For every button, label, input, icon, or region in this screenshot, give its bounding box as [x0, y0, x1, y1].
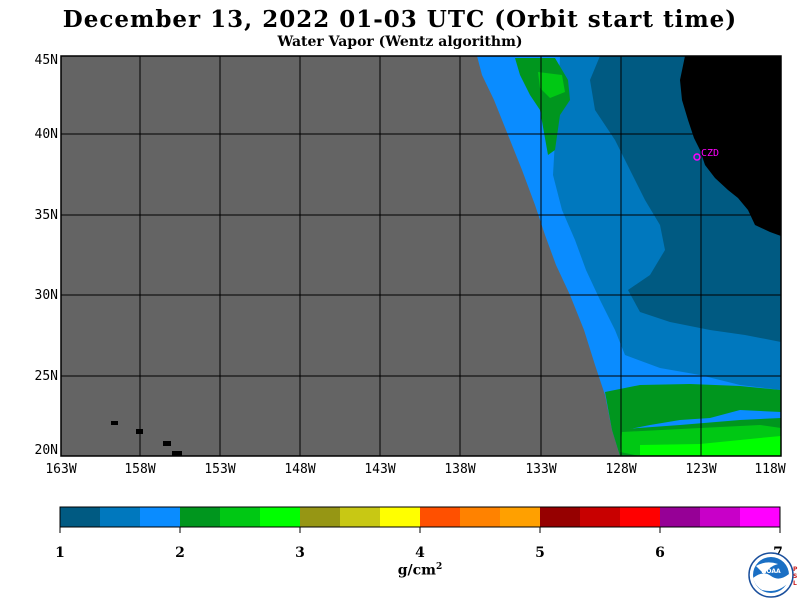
colorbar-tick-5: 5 [535, 545, 545, 561]
colorbar-tick-2: 2 [175, 545, 185, 561]
colorbar-swatch [260, 507, 301, 527]
lon-label-138w: 138W [444, 462, 476, 477]
colorbar-swatch [460, 507, 501, 527]
lat-label-30n: 30N [34, 288, 58, 303]
colorbar-swatches [60, 507, 781, 527]
island-kauai [111, 421, 118, 425]
station-label: CZD [701, 148, 719, 159]
colorbar-swatch [700, 507, 741, 527]
lon-label-118w: 118W [754, 462, 786, 477]
swath-green-south [605, 384, 781, 430]
chart-subtitle: Water Vapor (Wentz algorithm) [277, 34, 523, 50]
colorbar-swatch [180, 507, 221, 527]
lon-label-133w: 133W [525, 462, 557, 477]
colorbar-swatch [140, 507, 181, 527]
lon-label-123w: 123W [685, 462, 717, 477]
lon-label-148w: 148W [284, 462, 316, 477]
colorbar-swatch [220, 507, 261, 527]
lon-label-158w: 158W [124, 462, 156, 477]
colorbar-ticks [59, 527, 781, 533]
land-west-coast [680, 56, 781, 236]
noaa-logo-text: NOAA [761, 568, 781, 575]
colorbar-unit-exponent: 2 [435, 562, 443, 572]
colorbar-swatch [60, 507, 101, 527]
swath-green-bright [640, 436, 781, 456]
colorbar-tick-4: 4 [415, 545, 425, 561]
colorbar-tick-1: 1 [55, 545, 65, 561]
colorbar-swatch [620, 507, 661, 527]
map-border [60, 55, 782, 457]
lat-label-25n: 25N [34, 369, 58, 384]
lat-label-20n: 20N [34, 443, 58, 458]
colorbar-swatch [740, 507, 781, 527]
colorbar-unit-base: g/cm [397, 562, 436, 579]
lat-label-40n: 40N [34, 127, 58, 142]
lon-label-163w: 163W [45, 462, 77, 477]
island-hawaii [172, 451, 182, 456]
colorbar-swatch [580, 507, 621, 527]
lon-label-143w: 143W [364, 462, 396, 477]
colorbar-swatch [660, 507, 701, 527]
lat-label-35n: 35N [34, 208, 58, 223]
noaa-logo-icon: NOAA [748, 552, 794, 598]
colorbar-tick-7: 7 [773, 545, 783, 561]
lat-label-45n: 45N [34, 53, 58, 68]
colorbar-tick-3: 3 [295, 545, 305, 561]
colorbar-swatch [420, 507, 461, 527]
map-gridlines [61, 56, 781, 456]
colorbar-unit: g/cm2 [380, 562, 460, 579]
colorbar-tick-6: 6 [655, 545, 665, 561]
colorbar-swatch [300, 507, 341, 527]
colorbar-swatch [500, 507, 541, 527]
lon-label-128w: 128W [605, 462, 637, 477]
colorbar-swatch [100, 507, 141, 527]
colorbar-swatch [540, 507, 581, 527]
colorbar-swatch [380, 507, 421, 527]
lon-label-153w: 153W [204, 462, 236, 477]
swath-green-north-light [538, 72, 565, 98]
colorbar-swatch [340, 507, 381, 527]
chart-title: December 13, 2022 01-03 UTC (Orbit start… [62, 6, 738, 33]
island-maui [163, 441, 171, 446]
station-marker [693, 153, 701, 161]
